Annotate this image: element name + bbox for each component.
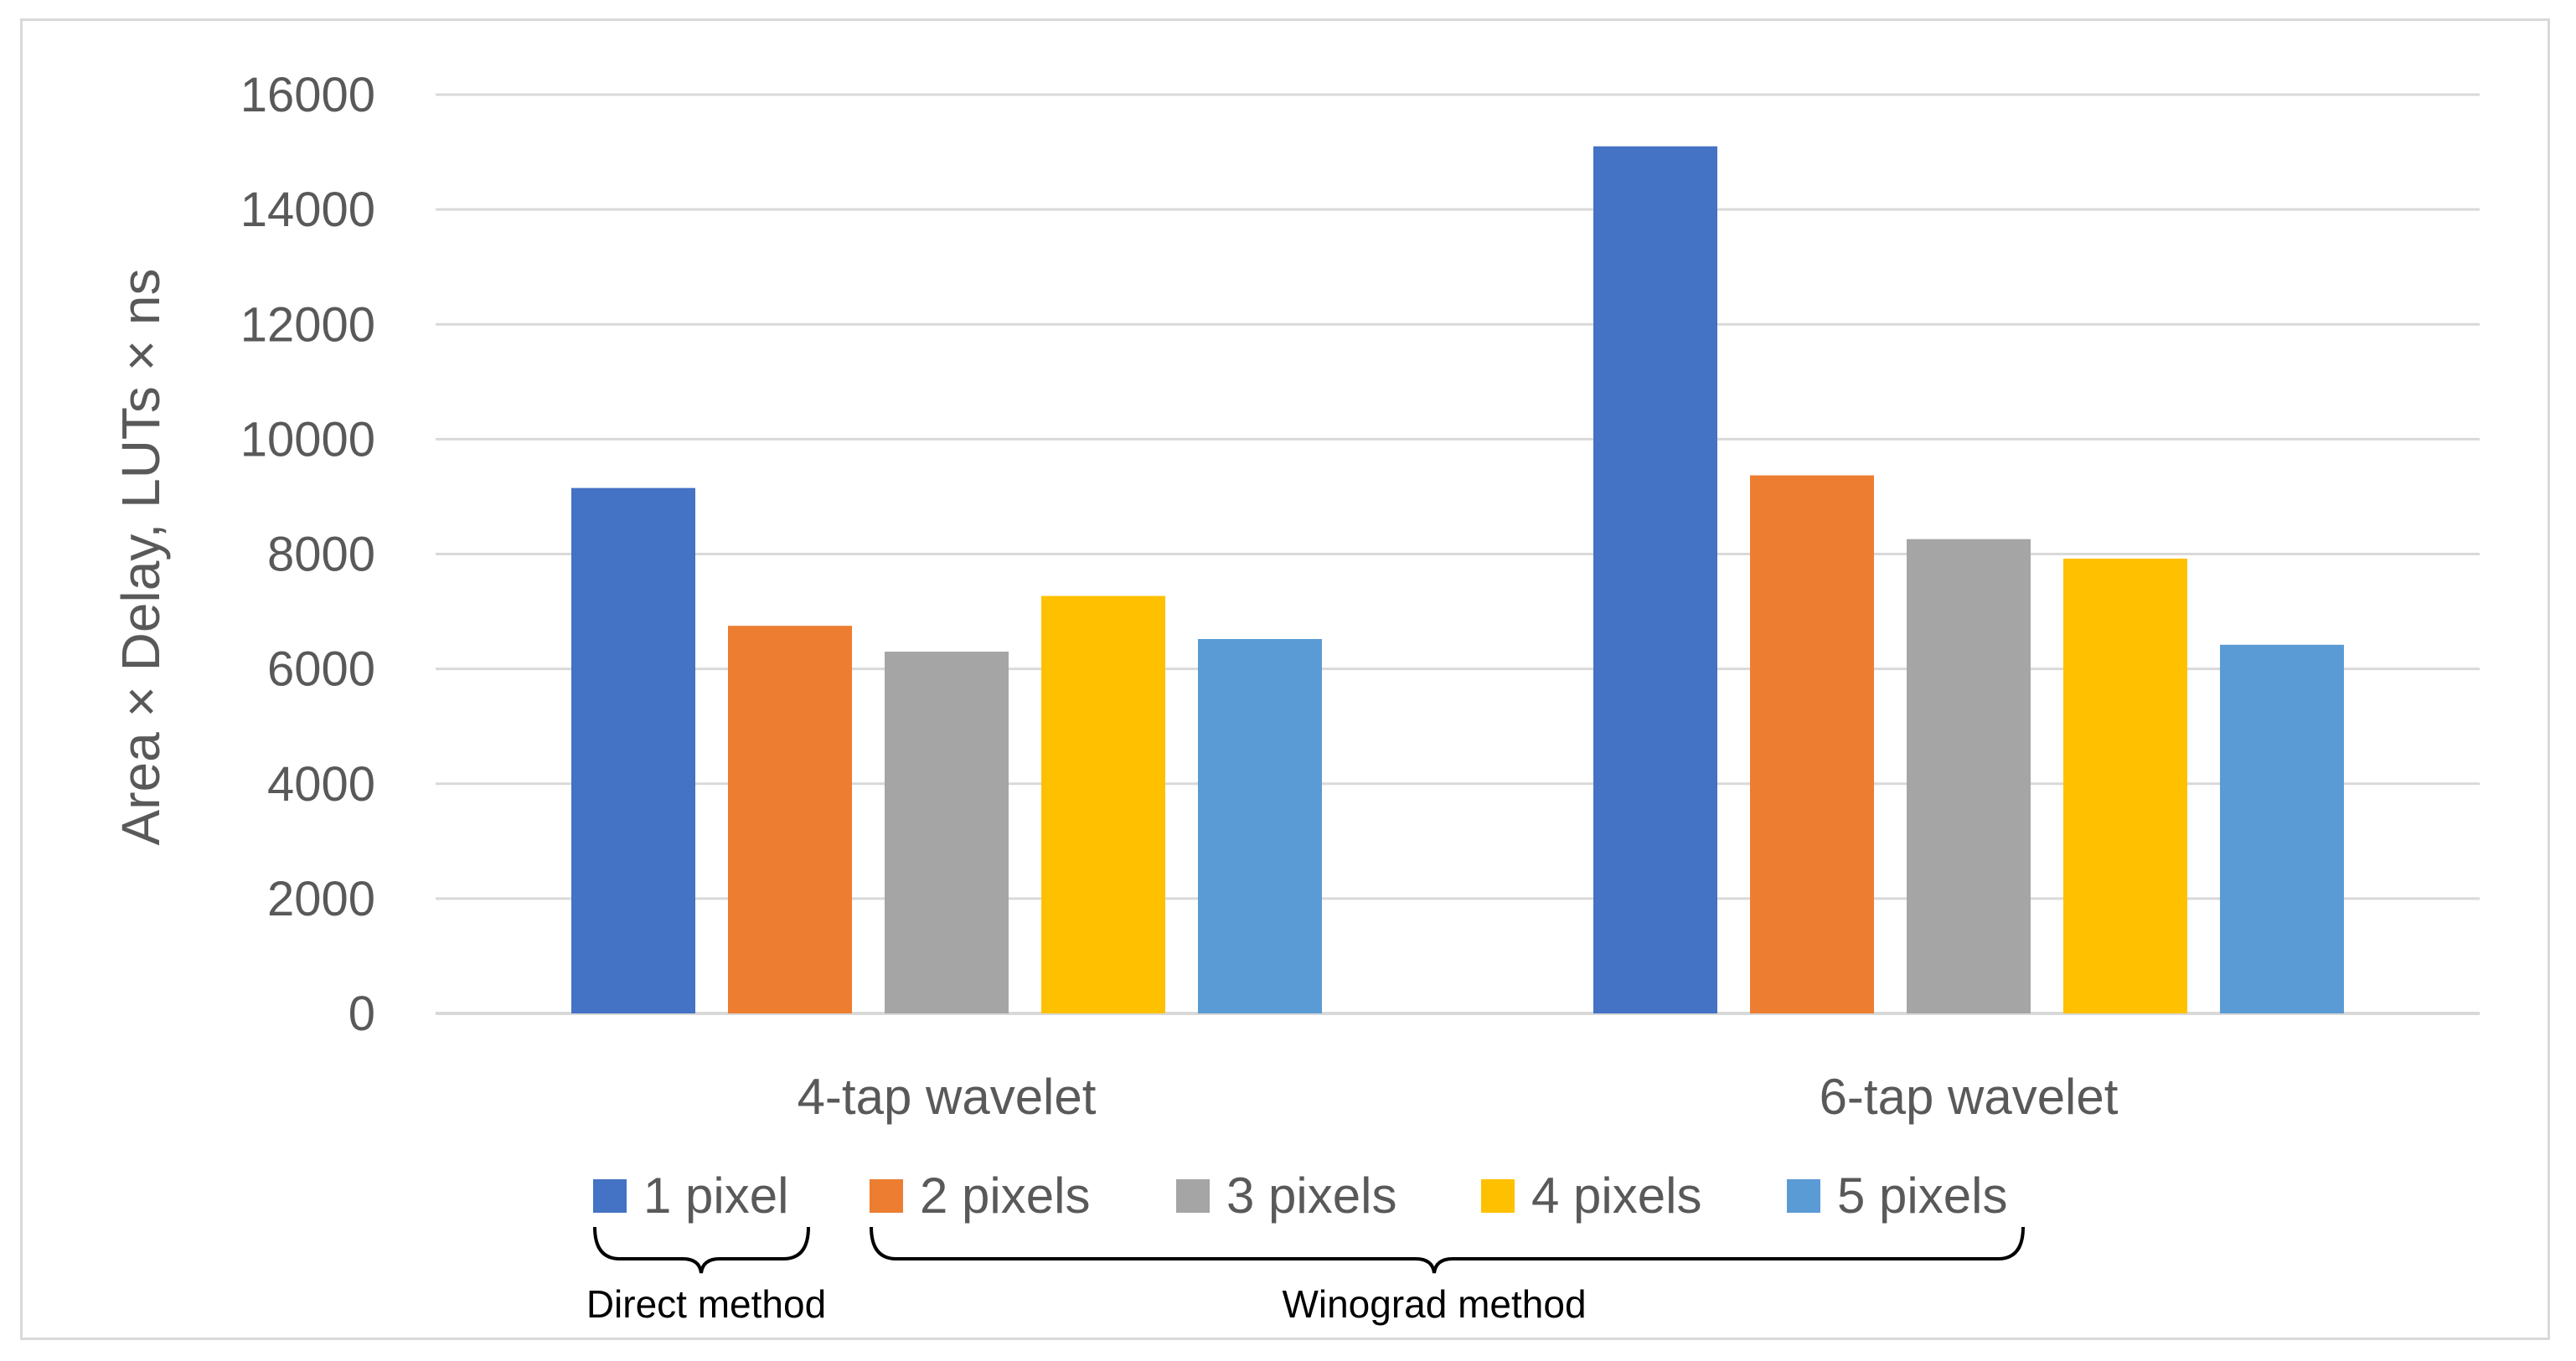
winograd-method-brace: [870, 1226, 2025, 1274]
legend-label: 2 pixels: [920, 1168, 1090, 1224]
y-tick-label: 6000: [267, 642, 375, 697]
bar-2-pixels-1: [728, 626, 852, 1013]
legend-swatch: [870, 1179, 903, 1213]
y-tick-label: 14000: [240, 183, 375, 237]
category-label: 6-tap wavelet: [1820, 1069, 2119, 1125]
direct-method-label: Direct method: [586, 1282, 826, 1326]
y-tick-label: 2000: [267, 872, 375, 926]
bar-1-pixel-1: [571, 487, 695, 1013]
y-tick-labels: 0 2000 4000 6000 8000 10000 12000 14000 16000: [240, 68, 375, 1041]
bar-3-pixels-1: [885, 652, 1009, 1013]
bar-4-pixels-1: [1041, 595, 1165, 1013]
y-axis-label: Area × Delay, LUTs × ns: [111, 269, 171, 846]
bar-4-pixels-2: [2063, 558, 2187, 1013]
y-tick-label: 4000: [267, 757, 375, 812]
bar-5-pixels-1: [1198, 638, 1322, 1013]
y-tick-label: 16000: [240, 68, 375, 122]
bars: [571, 146, 2344, 1013]
bar-5-pixels-2: [2220, 644, 2344, 1013]
y-tick-label: 8000: [267, 528, 375, 582]
legend-swatch: [1481, 1179, 1515, 1213]
winograd-method-label: Winograd method: [1282, 1282, 1586, 1326]
method-braces: Direct method Winograd method: [586, 1226, 2025, 1326]
y-tick-label: 10000: [240, 412, 375, 467]
legend-swatch: [1787, 1179, 1820, 1213]
legend-swatch: [1176, 1179, 1210, 1213]
bar-3-pixels-2: [1907, 539, 2031, 1013]
legend: 1 pixel 2 pixels 3 pixels 4 pixels 5 pixels: [593, 1168, 2007, 1224]
legend-label: 4 pixels: [1531, 1168, 1701, 1224]
y-tick-label: 12000: [240, 297, 375, 352]
y-tick-label: 0: [348, 987, 375, 1041]
bar-2-pixels-2: [1750, 475, 1874, 1013]
legend-label: 3 pixels: [1226, 1168, 1396, 1224]
category-label: 4-tap wavelet: [798, 1069, 1097, 1125]
category-labels: 4-tap wavelet 6-tap wavelet: [798, 1069, 2119, 1125]
legend-swatch: [593, 1179, 627, 1213]
direct-method-brace: [593, 1226, 810, 1274]
legend-label: 1 pixel: [643, 1168, 788, 1224]
bar-1-pixel-2: [1593, 146, 1717, 1013]
legend-label: 5 pixels: [1837, 1168, 2007, 1224]
